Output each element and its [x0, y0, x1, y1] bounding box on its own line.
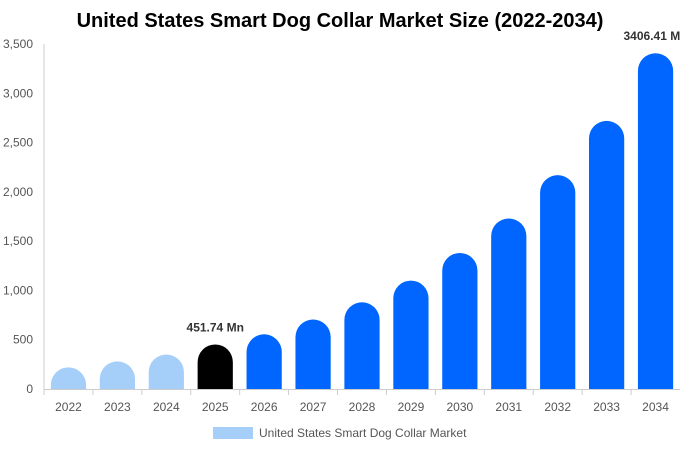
- x-tick-label: 2028: [349, 400, 376, 414]
- x-tick-label: 2029: [398, 400, 425, 414]
- x-tick-label: 2032: [544, 400, 571, 414]
- data-labels-group: 451.74 Mn 3406.41 Mn: [187, 29, 680, 334]
- x-tick-label: 2026: [251, 400, 278, 414]
- bar-2034: [637, 53, 674, 389]
- bar-2031: [491, 218, 527, 389]
- bar-2028: [344, 302, 380, 389]
- bar-2033: [589, 120, 625, 389]
- legend-swatch: [213, 427, 253, 439]
- data-label: 451.74 Mn: [187, 320, 244, 334]
- bar-2027: [295, 319, 331, 389]
- y-tick-label: 1,500: [3, 234, 33, 248]
- bar-2032: [540, 175, 576, 389]
- bar-2030: [442, 252, 478, 389]
- x-tick-label: 2025: [202, 400, 229, 414]
- x-tick-label: 2027: [300, 400, 327, 414]
- x-tick-label: 2031: [495, 400, 522, 414]
- y-axis: 0 500 1,000 1,500 2,000 2,500 3,000 3,500: [3, 37, 45, 396]
- legend-label: United States Smart Dog Collar Market: [259, 426, 467, 440]
- x-tick-label: 2022: [55, 400, 82, 414]
- x-tick-label: 2034: [642, 400, 669, 414]
- x-tick-label: 2033: [593, 400, 620, 414]
- bars-group: [50, 53, 674, 389]
- x-tick-label: 2024: [153, 400, 180, 414]
- chart-title: United States Smart Dog Collar Market Si…: [77, 10, 604, 32]
- bar-2026: [246, 334, 282, 389]
- legend: United States Smart Dog Collar Market: [213, 426, 467, 440]
- bar-2025: [197, 344, 233, 389]
- x-tick-label: 2023: [104, 400, 131, 414]
- bar-2024: [148, 354, 184, 389]
- data-label: 3406.41 Mn: [624, 29, 680, 43]
- x-axis: 2022 2023 2024 2025 2026 2027 2028 2029 2030 2031…: [43, 389, 680, 414]
- y-tick-label: 0: [26, 382, 33, 396]
- bar-2023: [99, 361, 135, 389]
- x-tick-label: 2030: [446, 400, 473, 414]
- y-tick-label: 1,000: [3, 283, 33, 297]
- bar-2022: [50, 367, 87, 389]
- y-tick-label: 3,500: [3, 37, 33, 51]
- y-tick-label: 3,000: [3, 86, 33, 100]
- y-tick-label: 500: [13, 333, 33, 347]
- y-tick-label: 2,500: [3, 136, 33, 150]
- bar-2029: [393, 280, 429, 389]
- y-tick-label: 2,000: [3, 185, 33, 199]
